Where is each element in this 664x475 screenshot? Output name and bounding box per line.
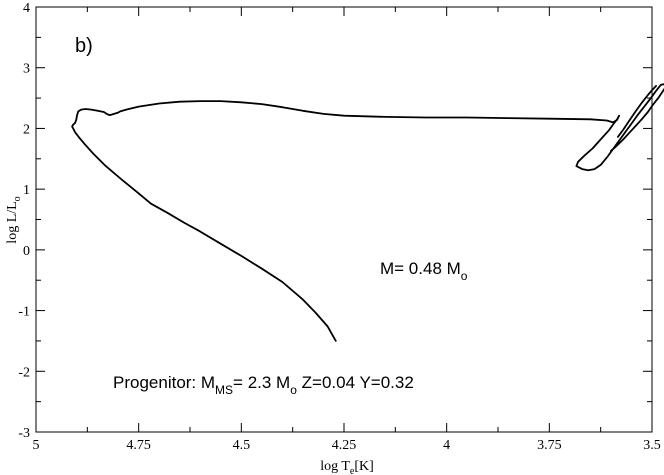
y-tick-label: 3 <box>23 62 30 77</box>
x-tick-label: 4.25 <box>332 438 357 453</box>
x-axis-label: log Te[K] <box>320 459 374 475</box>
series-layer <box>71 83 664 342</box>
y-axis-label-sub: o <box>12 196 23 201</box>
x-tick-label: 4.75 <box>126 438 151 453</box>
x-axis-label-tail: [K] <box>354 459 373 474</box>
y-tick-label: 4 <box>23 1 30 16</box>
y-tick-label: 1 <box>23 183 30 198</box>
y-tick-label: -2 <box>18 365 30 380</box>
progenitor-sub1: MS <box>215 383 233 397</box>
evolutionary-track-line-1 <box>71 83 664 342</box>
x-axis-label-main: log T <box>320 459 350 474</box>
progenitor-part1: Progenitor: M <box>113 373 215 392</box>
x-tick-label: 4 <box>443 438 450 453</box>
y-tick-label: -3 <box>18 426 30 441</box>
progenitor-part3: Z=0.04 Y=0.32 <box>297 373 414 392</box>
x-tick-label: 4.5 <box>233 438 251 453</box>
y-tick-label: 0 <box>23 244 30 259</box>
x-tick-label: 3.75 <box>537 438 562 453</box>
mass-annotation: M= 0.48 Mo <box>380 259 468 283</box>
axis-ticks <box>35 6 653 433</box>
axis-tick-labels: 5 4.75 4.5 4.25 4 3.75 3.5 -3 -2 -1 0 1 2 3 4 <box>18 1 660 453</box>
panel-label: b) <box>75 35 93 57</box>
y-tick-label: -1 <box>18 305 30 320</box>
y-tick-label: 2 <box>23 122 30 137</box>
progenitor-annotation: Progenitor: MMS= 2.3 Mo Z=0.04 Y=0.32 <box>113 373 414 397</box>
x-axis-label-sub: e <box>350 466 355 475</box>
progenitor-part2: = 2.3 M <box>233 373 290 392</box>
mass-annotation-sub: o <box>461 269 468 283</box>
y-axis-label-main: log L/L <box>5 201 20 243</box>
x-tick-label: 3.5 <box>643 438 661 453</box>
evolutionary-track-line-2 <box>617 85 657 138</box>
plot-frame <box>35 6 653 433</box>
y-axis-label: log L/Lo <box>5 196 23 243</box>
progenitor-sub2: o <box>290 383 297 397</box>
mass-annotation-main: M= 0.48 M <box>380 259 461 278</box>
x-tick-label: 5 <box>33 438 40 453</box>
